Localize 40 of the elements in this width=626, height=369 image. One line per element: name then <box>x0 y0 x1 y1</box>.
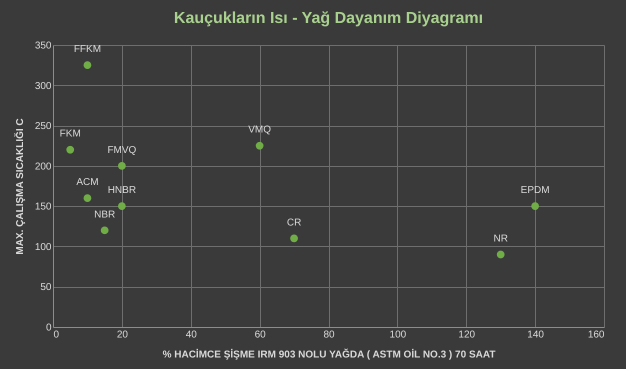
annotation: EPDM <box>520 185 550 196</box>
x-tick-label: 140 <box>527 330 544 340</box>
annotation: ACM <box>76 177 99 188</box>
annotation: FMVQ <box>107 144 137 156</box>
x-tick-label: 160 <box>588 330 605 340</box>
point <box>290 234 298 242</box>
x-axis-title: % HACİMCE ŞİŞME IRM 903 NOLU YAĞDA ( ASTM OİL NO.3 ) 70 SAAT <box>162 348 496 360</box>
annotation: NR <box>493 233 508 244</box>
point <box>84 61 92 70</box>
point <box>531 202 539 210</box>
annotation: FFKM <box>74 44 102 56</box>
y-tick-label: 250 <box>34 121 52 132</box>
point <box>118 202 126 210</box>
chart-title: Kauçukların Isı - Yağ Dayanım Diyagramı <box>174 10 484 27</box>
y-tick-label: 0 <box>46 322 52 334</box>
annotation: FKM <box>60 128 81 140</box>
annotation: CR <box>286 217 302 228</box>
y-tick-label: 200 <box>34 161 52 172</box>
x-tick-label: 40 <box>186 330 198 340</box>
point <box>100 226 109 234</box>
point <box>256 142 264 150</box>
y-tick-label: 150 <box>34 202 52 213</box>
point <box>84 194 92 202</box>
y-tick-label: 100 <box>34 242 52 253</box>
x-tick-label: 60 <box>254 330 266 340</box>
y-axis-title: MAX. ÇALIŞMA SICAKLIĞI C <box>14 118 26 255</box>
y-tick-label: 300 <box>34 80 52 92</box>
y-tick-label: 50 <box>40 282 52 294</box>
x-tick-label: 0 <box>54 330 60 340</box>
annotation: VMQ <box>248 124 272 136</box>
point <box>496 250 505 258</box>
x-tick-label: 20 <box>116 330 128 340</box>
point <box>66 146 74 154</box>
x-tick-label: 120 <box>458 330 476 340</box>
point <box>118 162 126 170</box>
annotation: HNBR <box>108 185 136 196</box>
y-tick-label: 350 <box>34 40 52 52</box>
x-tick-label: 80 <box>323 330 335 340</box>
annotation: NBR <box>94 209 116 220</box>
x-tick-label: 100 <box>390 330 407 340</box>
